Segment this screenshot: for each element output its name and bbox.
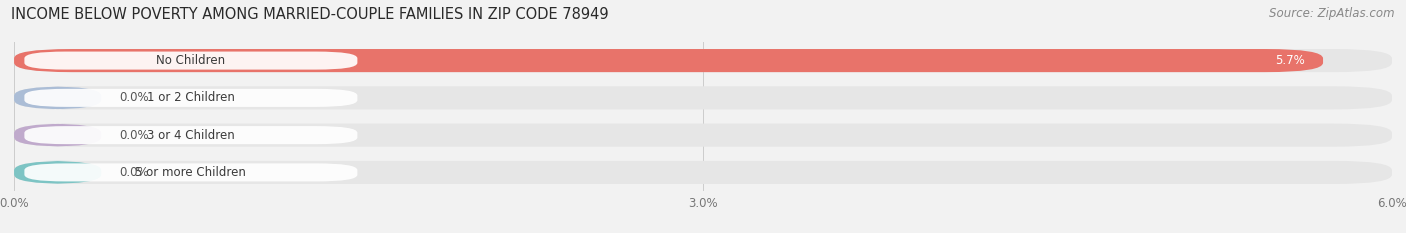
Text: 5 or more Children: 5 or more Children	[135, 166, 246, 179]
FancyBboxPatch shape	[14, 86, 1392, 110]
FancyBboxPatch shape	[24, 89, 357, 107]
FancyBboxPatch shape	[24, 163, 357, 182]
Text: 5.7%: 5.7%	[1275, 54, 1305, 67]
FancyBboxPatch shape	[14, 86, 101, 110]
Text: No Children: No Children	[156, 54, 225, 67]
FancyBboxPatch shape	[24, 126, 357, 144]
Text: INCOME BELOW POVERTY AMONG MARRIED-COUPLE FAMILIES IN ZIP CODE 78949: INCOME BELOW POVERTY AMONG MARRIED-COUPL…	[11, 7, 609, 22]
Text: 3 or 4 Children: 3 or 4 Children	[148, 129, 235, 142]
FancyBboxPatch shape	[14, 49, 1323, 72]
Text: 0.0%: 0.0%	[120, 91, 149, 104]
FancyBboxPatch shape	[14, 161, 101, 184]
Text: 0.0%: 0.0%	[120, 129, 149, 142]
FancyBboxPatch shape	[14, 161, 1392, 184]
FancyBboxPatch shape	[14, 49, 1392, 72]
Text: 1 or 2 Children: 1 or 2 Children	[148, 91, 235, 104]
FancyBboxPatch shape	[24, 51, 357, 70]
Text: 0.0%: 0.0%	[120, 166, 149, 179]
Text: Source: ZipAtlas.com: Source: ZipAtlas.com	[1270, 7, 1395, 20]
FancyBboxPatch shape	[14, 123, 1392, 147]
FancyBboxPatch shape	[14, 123, 101, 147]
